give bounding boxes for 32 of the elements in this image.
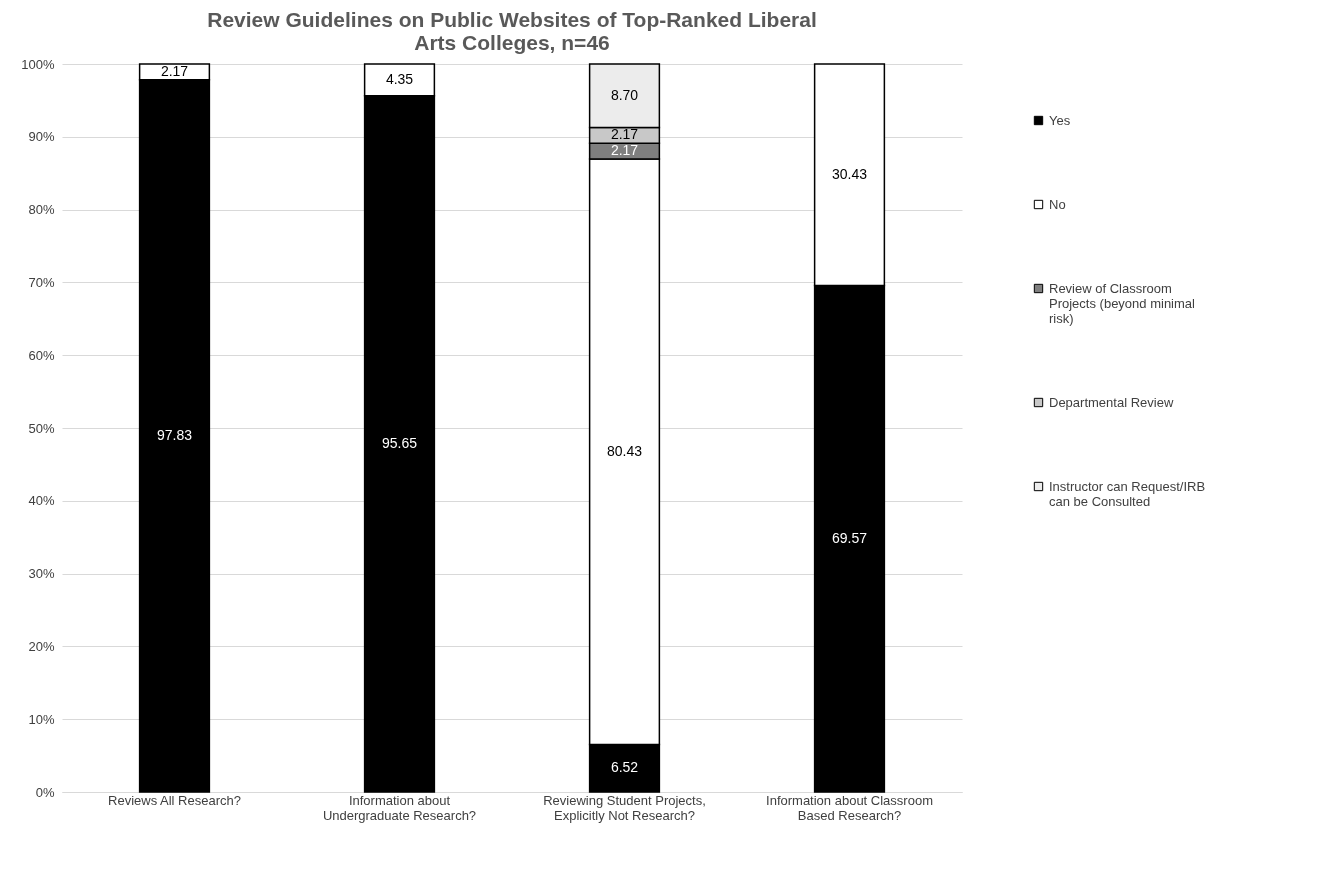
x-tick-label: Reviews All Research? — [108, 792, 241, 808]
x-tick-label: Information about Classroom Based Research? — [766, 792, 933, 823]
y-tick-label: 0% — [35, 784, 55, 800]
data-label: 95.65 — [381, 434, 418, 451]
y-tick-label: 30% — [28, 566, 55, 582]
y-tick-label: 40% — [28, 493, 55, 509]
data-label: 2.17 — [160, 62, 189, 79]
y-tick-label: 70% — [28, 274, 55, 290]
data-label: 4.35 — [385, 70, 414, 87]
legend-label: Yes — [1049, 112, 1071, 128]
x-tick-label: Reviewing Student Projects, Explicitly Not Research? — [543, 792, 706, 823]
y-tick-label: 60% — [28, 347, 55, 363]
data-label: 30.43 — [831, 165, 868, 182]
data-label: 97.83 — [156, 426, 193, 443]
data-label: 8.70 — [610, 86, 639, 103]
data-label: 69.57 — [831, 529, 868, 546]
data-label: 6.52 — [610, 759, 639, 776]
legend-label: Instructor can Request/IRB can be Consulted — [1049, 478, 1206, 509]
y-tick-label: 90% — [28, 129, 55, 145]
legend-label: Departmental Review — [1049, 394, 1174, 410]
chart-title: Review Guidelines on Public Websites of Top-Ranked Liberal Arts Colleges, n=46 — [207, 8, 817, 54]
y-tick-label: 20% — [28, 638, 55, 654]
data-label: 2.17 — [610, 126, 639, 143]
y-tick-label: 10% — [28, 711, 55, 727]
legend-label: No — [1049, 196, 1066, 212]
x-tick-label: Information about Undergraduate Research? — [322, 792, 477, 823]
data-label: 2.17 — [610, 142, 639, 159]
data-label: 80.43 — [606, 442, 643, 459]
y-tick-label: 50% — [28, 420, 55, 436]
y-tick-label: 100% — [21, 56, 55, 72]
legend-label: Review of Classroom Projects (beyond minimal risk) — [1049, 280, 1196, 326]
y-tick-label: 80% — [28, 202, 55, 218]
